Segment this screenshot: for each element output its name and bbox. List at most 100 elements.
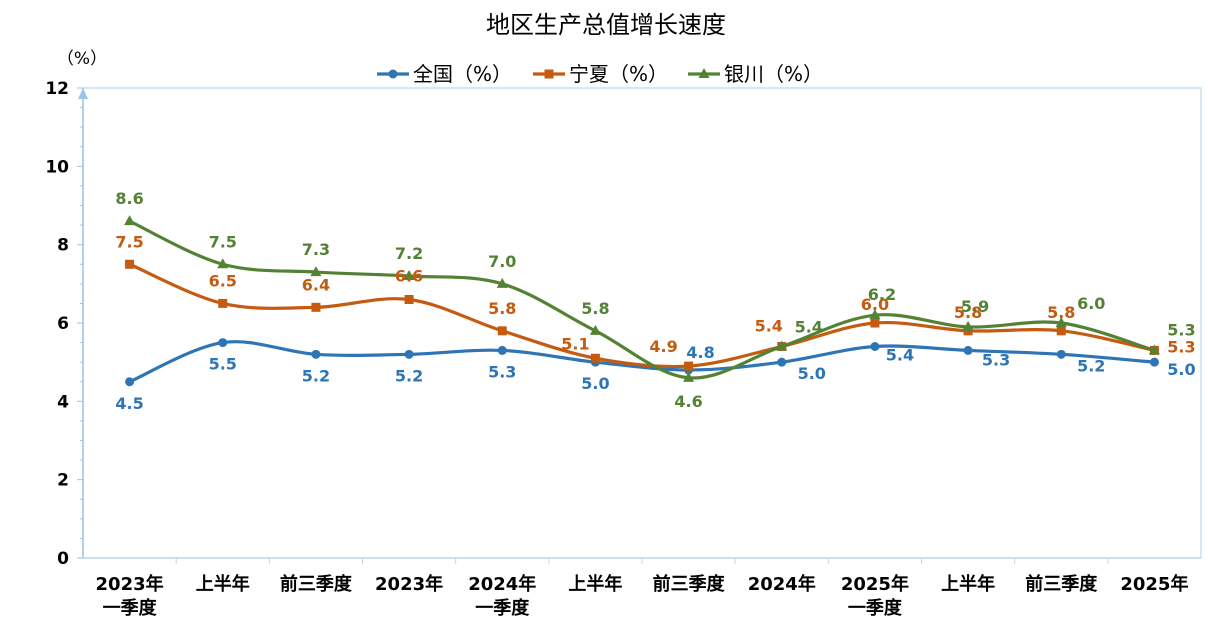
legend-marker: [544, 69, 554, 79]
legend: 全国（%） 宁夏（%） 银川（%）: [377, 62, 823, 86]
series-line: [127, 262, 1157, 369]
data-point: [962, 320, 974, 331]
legend-label: 宁夏（%）: [569, 62, 668, 86]
data-point: [125, 377, 135, 387]
data-point: [963, 345, 973, 355]
data-point: [218, 338, 228, 348]
data-label: 5.2: [1077, 356, 1105, 375]
y-axis-unit: （%）: [57, 49, 107, 69]
data-point: [1056, 326, 1066, 336]
y-tick-label: 4: [57, 392, 69, 412]
data-label: 4.9: [649, 337, 677, 356]
data-point: [310, 266, 322, 277]
data-point: [404, 349, 414, 359]
data-point: [403, 270, 415, 280]
data-label: 5.8: [581, 299, 609, 318]
data-point: [870, 342, 880, 351]
data-label: 5.3: [1167, 320, 1195, 339]
data-label: 6.0: [1077, 294, 1105, 313]
data-label: 7.3: [302, 240, 330, 259]
data-label: 6.2: [868, 285, 896, 304]
data-point: [590, 353, 600, 363]
x-tick-label: 上半年: [196, 573, 250, 595]
data-point: [311, 302, 321, 312]
y-tick-label: 2: [57, 471, 69, 491]
data-label: 6.4: [302, 275, 330, 294]
data-point: [870, 318, 880, 328]
series-line: [127, 340, 1157, 384]
data-label: 7.2: [395, 244, 423, 263]
y-tick-label: 0: [57, 549, 69, 569]
x-tick-label: 前三季度: [653, 573, 726, 595]
legend-item: 宁夏（%）: [533, 62, 668, 86]
data-point: [869, 309, 881, 320]
data-label: 5.4: [795, 318, 823, 337]
data-label: 4.6: [674, 392, 702, 411]
series-layer: [124, 215, 1160, 387]
y-tick-label: 10: [45, 157, 69, 177]
data-point: [496, 277, 508, 288]
legend-label: 全国（%）: [413, 62, 512, 86]
data-label: 5.0: [798, 364, 826, 383]
x-tick-label: 2025年一季度: [841, 573, 909, 619]
data-point: [1148, 344, 1160, 355]
data-label: 5.5: [209, 355, 237, 374]
legend-marker: [388, 69, 398, 79]
data-labels: 4.5 5.5 5.2 5.2 5.3 5.0 4.8 5.0 5.4 5.3 5.2 5.0 7.5 6…: [115, 189, 1195, 413]
data-label: 5.0: [1167, 360, 1195, 379]
y-tick-label: 6: [57, 314, 69, 334]
data-label: 5.8: [954, 303, 982, 322]
y-axis-arrow: [78, 88, 88, 99]
data-label: 7.0: [488, 252, 516, 271]
x-tick-label: 2024年: [748, 573, 816, 595]
x-tick-label: 前三季度: [280, 573, 353, 595]
legend-marker: [698, 68, 710, 78]
series-1: [125, 338, 1159, 387]
data-label: 6.0: [861, 295, 889, 314]
data-label: 7.5: [209, 232, 237, 251]
x-tick-label: 2025年: [1120, 573, 1188, 595]
data-label: 5.8: [1047, 303, 1075, 322]
data-point: [684, 361, 694, 371]
data-label: 4.5: [115, 394, 143, 413]
data-point: [311, 349, 321, 359]
y-tick-label: 12: [45, 79, 69, 99]
data-label: 5.3: [982, 350, 1010, 369]
x-tick-label: 上半年: [568, 573, 622, 595]
axes: 0 2 4 6 8 10 12 2023年一季度 上半年 前三季度 2023年 2024年一季度 上半年…: [45, 79, 1201, 619]
data-point: [497, 326, 507, 336]
data-point: [217, 258, 229, 269]
x-tick-label: 2023年一季度: [96, 573, 164, 619]
data-point: [1055, 317, 1067, 327]
data-label: 5.8: [488, 299, 516, 318]
legend-label: 银川（%）: [724, 62, 823, 86]
data-label: 6.6: [395, 267, 423, 286]
data-label: 5.2: [302, 366, 330, 385]
data-point: [777, 357, 787, 367]
legend-item: 全国（%）: [377, 62, 512, 86]
data-label: 5.4: [886, 346, 914, 365]
data-label: 5.4: [755, 317, 783, 336]
data-point: [1056, 349, 1066, 359]
data-point: [589, 324, 601, 335]
data-point: [404, 295, 414, 304]
data-point: [125, 259, 135, 269]
data-label: 5.2: [395, 366, 423, 385]
legend-item: 银川（%）: [688, 62, 823, 86]
data-label: 8.6: [115, 189, 143, 208]
data-point: [497, 345, 507, 355]
data-point: [1149, 357, 1159, 367]
data-label: 5.1: [561, 334, 589, 353]
series-3: [124, 215, 1160, 382]
data-point: [124, 215, 136, 226]
data-point: [776, 340, 788, 351]
x-tick-label: 上半年: [941, 573, 995, 595]
data-label: 5.9: [961, 297, 989, 316]
data-label: 5.3: [488, 362, 516, 381]
data-label: 7.5: [115, 232, 143, 251]
x-tick-label: 2024年一季度: [468, 573, 536, 619]
data-label: 6.5: [209, 271, 237, 290]
data-label: 5.3: [1167, 337, 1195, 356]
data-label: 4.8: [686, 343, 714, 362]
